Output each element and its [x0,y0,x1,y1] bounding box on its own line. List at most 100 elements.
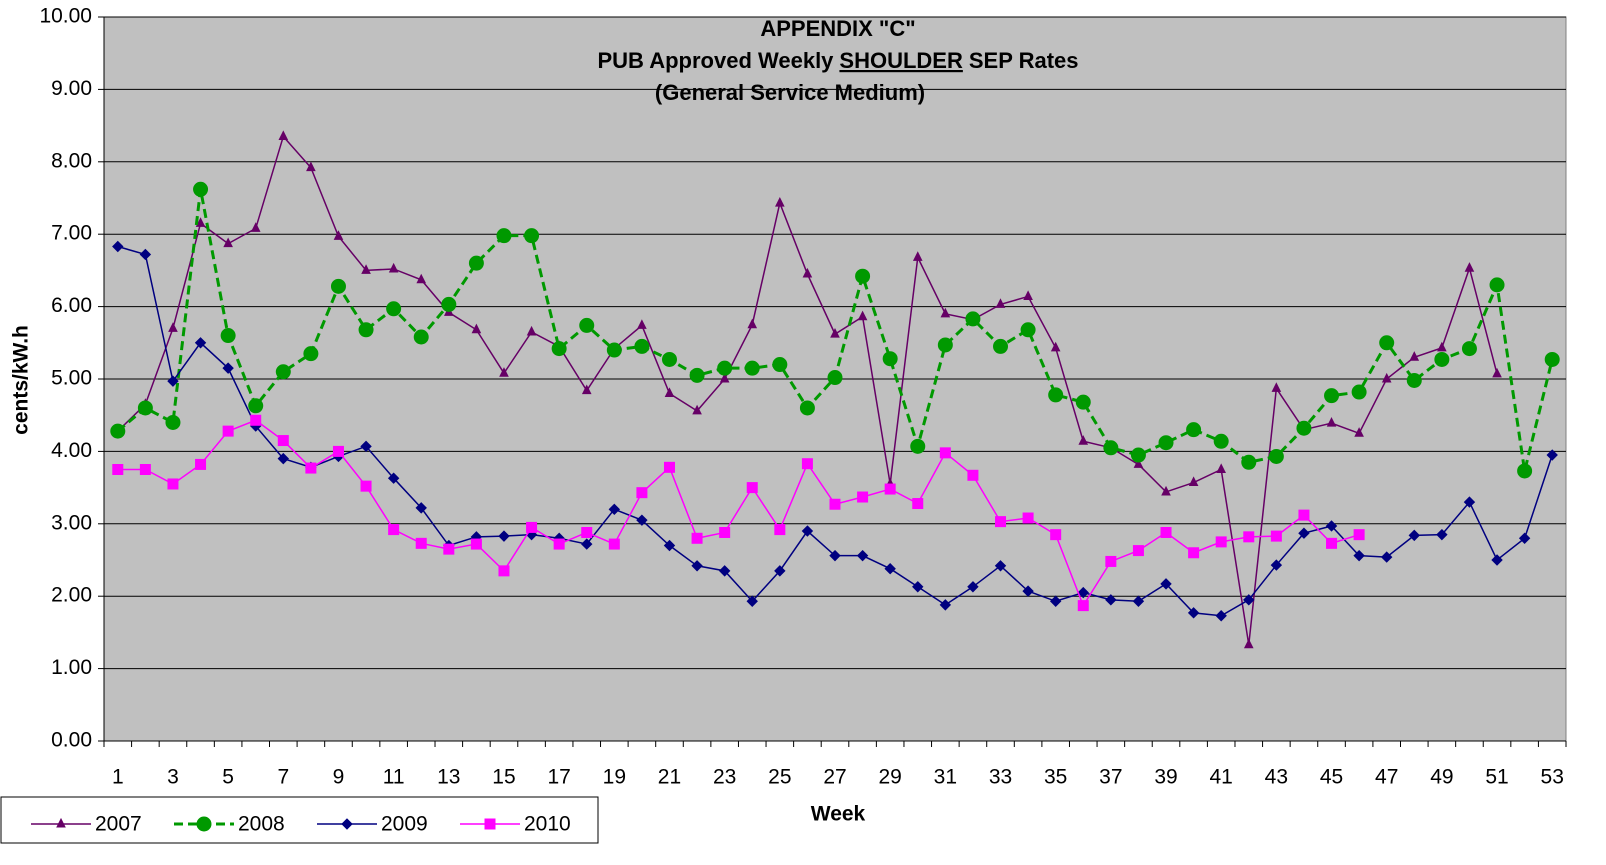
data-point [361,264,371,274]
data-point [551,341,567,357]
data-point [1241,454,1257,470]
data-point [1132,545,1144,557]
data-point [581,384,592,395]
data-point [884,562,896,575]
data-point [882,351,898,367]
data-point [137,400,153,416]
chart-title: APPENDIX "C" [760,16,915,41]
data-point [388,524,400,536]
data-point [801,458,813,470]
data-point [1188,476,1199,487]
data-point [857,491,869,503]
y-tick-label: 9.00 [51,77,92,100]
data-point [1130,447,1146,463]
data-point [937,337,953,353]
data-point [910,438,926,454]
data-point [1380,551,1393,563]
data-point [884,483,896,495]
data-point [468,255,484,271]
legend-label: 2010 [524,813,571,836]
data-point [717,360,733,376]
data-point [386,301,402,317]
data-point [168,322,178,332]
data-point [1161,485,1171,496]
data-point [856,549,869,562]
data-point [857,310,868,321]
data-point [471,323,482,334]
data-point [1243,531,1255,543]
data-point [1105,594,1117,606]
data-point [912,498,924,510]
data-point [912,251,923,261]
data-point [581,526,593,538]
data-point [663,461,675,473]
data-point [608,538,620,550]
data-point [636,514,648,526]
data-point [1491,554,1503,566]
data-point [608,503,621,516]
y-tick-label: 8.00 [51,149,92,172]
data-point [967,469,979,481]
data-point [827,370,843,386]
data-point [689,367,705,383]
data-point [1158,435,1174,451]
data-point [1325,520,1338,532]
data-point [167,478,179,490]
data-point [1546,449,1558,461]
data-point [774,524,786,536]
data-point [1243,594,1255,606]
data-point [606,342,622,358]
legend-marker [56,817,66,828]
data-point [1160,526,1172,538]
data-point [1020,322,1036,338]
data-point [1298,527,1310,539]
x-tick-label: 5 [222,766,234,789]
data-point [774,565,786,577]
data-point [1354,427,1364,437]
data-point [719,526,731,538]
data-point [1022,512,1034,524]
data-point [940,307,951,318]
y-tick-label: 3.00 [51,511,92,534]
data-point [775,196,785,207]
data-point [1324,388,1340,404]
data-point [912,581,924,593]
data-point [1492,367,1502,378]
data-point [772,357,788,373]
x-tick-label: 41 [1210,766,1233,789]
y-tick-label: 7.00 [51,222,92,245]
data-point [1077,586,1089,599]
data-point [415,502,427,514]
data-point [1050,341,1061,352]
y-tick-label: 4.00 [51,439,92,462]
y-axis-title: cents/kW.h [10,325,33,435]
data-point [553,538,565,550]
data-point [333,230,344,240]
data-point [581,538,593,550]
data-point [443,543,455,555]
series-line [117,419,1360,608]
chart-title: (General Service Medium) [655,80,925,105]
data-point [1160,578,1172,590]
data-point [1132,595,1145,607]
data-point [499,367,509,377]
data-point [634,338,650,354]
data-point [855,268,871,284]
data-point [1463,496,1476,508]
data-point [692,404,702,415]
data-point [965,311,981,327]
data-point [223,237,233,248]
data-point [360,440,372,453]
data-point [830,327,840,338]
data-point [1077,600,1089,612]
data-point [195,217,206,227]
data-point [470,538,482,550]
data-point [250,222,261,232]
data-point [1268,448,1284,464]
data-point [1270,559,1283,571]
data-point [1326,417,1337,427]
legend-label: 2008 [238,813,285,836]
data-point [195,458,207,470]
data-point [1296,420,1312,436]
data-point [165,414,181,430]
